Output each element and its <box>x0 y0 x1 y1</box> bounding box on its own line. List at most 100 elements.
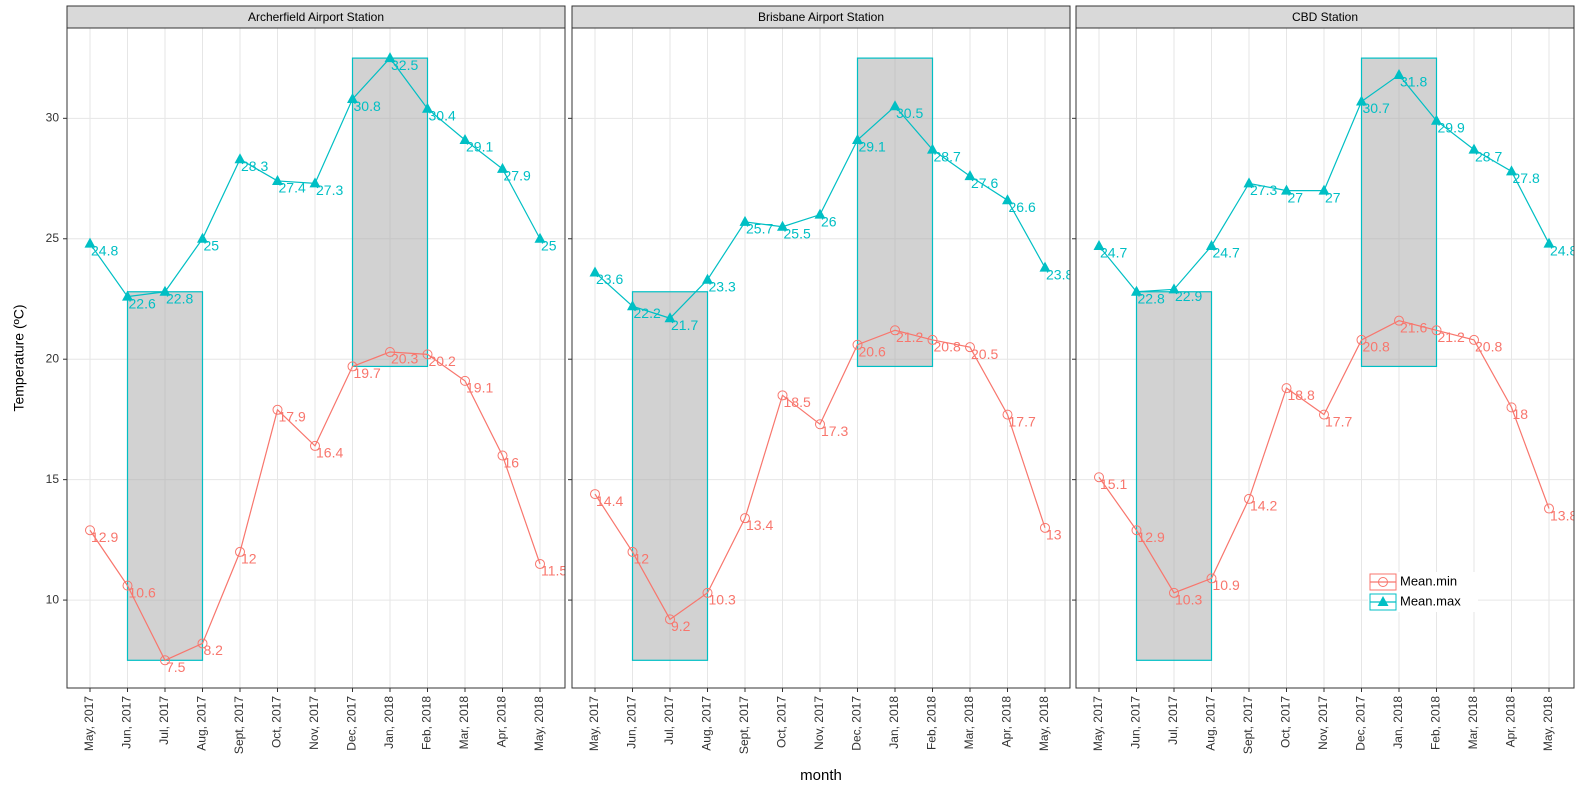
value-label: 28.7 <box>1475 148 1502 164</box>
marker <box>1244 493 1254 504</box>
marker <box>197 638 208 649</box>
x-tick-label: Mar, 2018 <box>962 696 976 750</box>
marker <box>852 339 863 350</box>
x-tick-label: Oct, 2017 <box>270 696 284 748</box>
value-label: 24.7 <box>1213 245 1240 261</box>
marker <box>497 162 508 173</box>
panel-border <box>571 27 1071 689</box>
value-label: 26 <box>821 213 837 229</box>
marker <box>1318 184 1330 195</box>
marker <box>159 285 171 296</box>
marker <box>1243 177 1255 188</box>
x-tick-label: Feb, 2018 <box>420 696 434 750</box>
marker <box>272 404 283 415</box>
marker <box>964 170 976 181</box>
value-label: 17.3 <box>821 423 848 439</box>
marker <box>889 100 901 111</box>
marker <box>740 513 750 524</box>
value-label: 20.5 <box>971 346 998 362</box>
y-tick-label: 25 <box>46 231 60 245</box>
x-tick-label: Jul, 2017 <box>662 696 676 745</box>
value-label: 30.5 <box>896 105 923 121</box>
series-line <box>89 351 541 662</box>
x-tick-label: Jun, 2017 <box>625 696 639 749</box>
marker <box>1168 283 1180 294</box>
value-label: 12 <box>634 551 650 567</box>
marker <box>890 325 900 336</box>
value-label: 27.9 <box>504 168 531 184</box>
marker <box>852 134 863 145</box>
value-label: 23.6 <box>596 271 623 287</box>
marker <box>422 349 433 360</box>
x-tick-label: Sept, 2017 <box>1241 696 1255 754</box>
marker <box>309 177 321 188</box>
value-label: 26.6 <box>1009 199 1036 215</box>
value-label: 29.9 <box>1438 119 1465 135</box>
value-label: 18.5 <box>784 394 811 410</box>
value-label: 27.8 <box>1513 170 1540 186</box>
value-label: 20.3 <box>391 351 418 367</box>
marker <box>814 208 826 219</box>
panel-border <box>1075 27 1575 689</box>
marker <box>1002 409 1013 420</box>
marker <box>1393 68 1405 79</box>
y-axis-label: Temperature (ºC) <box>11 304 27 411</box>
marker <box>1506 402 1517 413</box>
value-label: 29.1 <box>859 139 886 155</box>
value-label: 18.8 <box>1288 387 1315 403</box>
value-label: 15.1 <box>1100 476 1127 492</box>
value-label: 9.2 <box>671 618 691 634</box>
marker <box>122 580 133 591</box>
marker <box>1093 239 1105 250</box>
marker <box>1468 143 1480 154</box>
marker <box>272 174 283 185</box>
value-label: 7.5 <box>166 659 186 675</box>
value-label: 27 <box>1288 189 1304 205</box>
marker <box>422 102 433 113</box>
x-tick-label: Jun, 2017 <box>1129 696 1143 749</box>
value-label: 19.1 <box>466 380 493 396</box>
marker <box>627 546 638 557</box>
marker <box>1206 239 1217 250</box>
x-tick-label: Mar, 2018 <box>457 696 471 750</box>
marker <box>589 266 601 277</box>
x-tick-label: Nov, 2017 <box>812 696 826 750</box>
shaded-region <box>631 291 709 661</box>
marker <box>1281 184 1292 195</box>
marker <box>1206 573 1217 584</box>
value-label: 14.4 <box>596 493 623 509</box>
marker <box>965 342 975 353</box>
marker <box>702 273 713 284</box>
value-label: 12.9 <box>1138 529 1165 545</box>
value-label: 30.4 <box>429 107 456 123</box>
x-tick-label: Feb, 2018 <box>1429 696 1443 750</box>
x-tick-label: Jan, 2018 <box>1391 696 1405 749</box>
marker <box>122 290 133 301</box>
x-tick-label: Feb, 2018 <box>925 696 939 750</box>
x-tick-label: Aug, 2017 <box>195 696 209 751</box>
marker <box>459 134 471 145</box>
y-tick-label: 30 <box>46 111 60 125</box>
value-label: 20.8 <box>1363 339 1390 355</box>
marker <box>310 440 320 451</box>
legend-label: Mean.max <box>1400 593 1461 608</box>
value-label: 27.6 <box>971 175 998 191</box>
value-label: 23.8 <box>1046 266 1073 282</box>
marker <box>1169 587 1179 598</box>
y-tick-label: 20 <box>46 351 60 365</box>
value-label: 21.7 <box>671 317 698 333</box>
value-label: 24.8 <box>91 242 118 258</box>
marker <box>1356 334 1367 345</box>
x-tick-label: Sept, 2017 <box>737 696 751 754</box>
series-line <box>594 329 1046 621</box>
marker <box>1506 165 1517 176</box>
value-label: 22.2 <box>634 305 661 321</box>
value-label: 27.3 <box>1250 182 1277 198</box>
panel: 14.4 12 9.2 10.3 13.4 18.5 17.3 20.6 21.2 20.8 20.… <box>572 28 1073 688</box>
x-tick-label: Jan, 2018 <box>382 696 396 749</box>
marker <box>197 232 208 243</box>
value-label: 25.5 <box>784 225 811 241</box>
x-tick-label: Nov, 2017 <box>1316 696 1330 750</box>
value-label: 17.7 <box>1325 413 1352 429</box>
